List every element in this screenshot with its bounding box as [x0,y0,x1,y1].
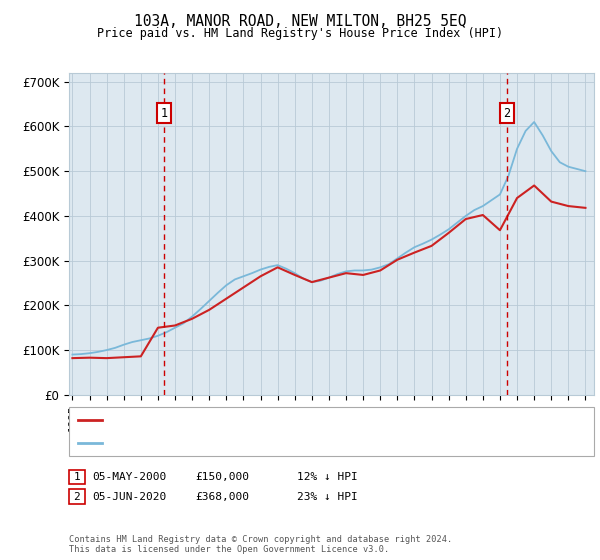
Text: £150,000: £150,000 [195,472,249,482]
Text: 103A, MANOR ROAD, NEW MILTON, BH25 5EQ (detached house): 103A, MANOR ROAD, NEW MILTON, BH25 5EQ (… [108,416,452,426]
Text: 1: 1 [160,106,167,119]
Text: 12% ↓ HPI: 12% ↓ HPI [297,472,358,482]
Text: 1: 1 [73,472,80,482]
Text: HPI: Average price, detached house, New Forest: HPI: Average price, detached house, New … [108,438,395,448]
Text: Contains HM Land Registry data © Crown copyright and database right 2024.
This d: Contains HM Land Registry data © Crown c… [69,535,452,554]
Text: 05-JUN-2020: 05-JUN-2020 [92,492,166,502]
Text: £368,000: £368,000 [195,492,249,502]
Text: 05-MAY-2000: 05-MAY-2000 [92,472,166,482]
Text: 2: 2 [503,106,511,119]
Text: 23% ↓ HPI: 23% ↓ HPI [297,492,358,502]
Text: 103A, MANOR ROAD, NEW MILTON, BH25 5EQ: 103A, MANOR ROAD, NEW MILTON, BH25 5EQ [134,14,466,29]
Text: Price paid vs. HM Land Registry's House Price Index (HPI): Price paid vs. HM Land Registry's House … [97,27,503,40]
Text: 2: 2 [73,492,80,502]
